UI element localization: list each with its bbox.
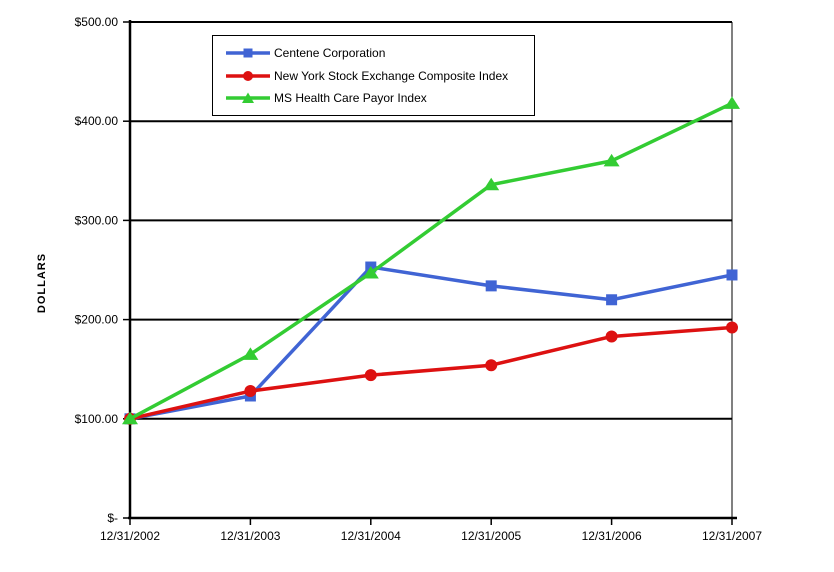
y-tick-label: $400.00 xyxy=(75,114,119,128)
legend-item-1: New York Stock Exchange Composite Index xyxy=(225,68,530,84)
series-0-marker-square xyxy=(726,269,738,281)
x-tick-label: 12/31/2003 xyxy=(220,529,280,543)
series-line-1 xyxy=(128,325,734,421)
x-tick-label: 12/31/2006 xyxy=(582,529,642,543)
series-2-marker-triangle xyxy=(362,265,379,279)
series-line-2 xyxy=(128,101,734,421)
x-tick-label: 12/31/2002 xyxy=(100,529,160,543)
legend-label: Centene Corporation xyxy=(274,45,386,60)
series-0-marker-square xyxy=(485,280,497,292)
y-tick-label: $200.00 xyxy=(75,313,119,327)
y-tick-label: $500.00 xyxy=(75,15,119,29)
series-2-marker-triangle xyxy=(724,96,740,109)
series-1-marker-circle xyxy=(485,359,498,372)
y-tick-label: $100.00 xyxy=(75,412,119,426)
series-1-marker-circle xyxy=(244,385,257,398)
series-1-marker-circle xyxy=(605,330,618,343)
series-1-marker-circle xyxy=(726,321,738,334)
series-2-marker-triangle xyxy=(242,347,259,360)
legend-label: New York Stock Exchange Composite Index xyxy=(274,68,509,83)
legend-label: MS Health Care Payor Index xyxy=(274,91,427,106)
circle-marker-icon xyxy=(226,70,270,81)
series-2-marker-triangle xyxy=(483,177,500,191)
triangle-marker-icon xyxy=(226,92,270,104)
y-tick-label: $300.00 xyxy=(75,213,119,227)
series-2-marker-triangle xyxy=(122,411,138,425)
legend-item-2: MS Health Care Payor Index xyxy=(225,90,530,106)
x-tick-label: 12/31/2005 xyxy=(461,529,521,543)
series-0-marker-square xyxy=(606,294,618,306)
y-axis-title: DOLLARS xyxy=(36,252,48,314)
series-2-marker-triangle xyxy=(603,153,620,167)
x-tick-label: 12/31/2004 xyxy=(341,529,401,543)
x-tick-label: 12/31/2007 xyxy=(702,529,762,543)
series-line-0 xyxy=(128,265,734,421)
legend-item-0: Centene Corporation xyxy=(225,45,530,61)
series-1-marker-circle xyxy=(364,369,377,382)
chart-legend: Centene Corporation New York Stock Exchan… xyxy=(212,35,535,116)
y-tick-label: $- xyxy=(107,511,118,525)
square-marker-icon xyxy=(226,48,270,58)
